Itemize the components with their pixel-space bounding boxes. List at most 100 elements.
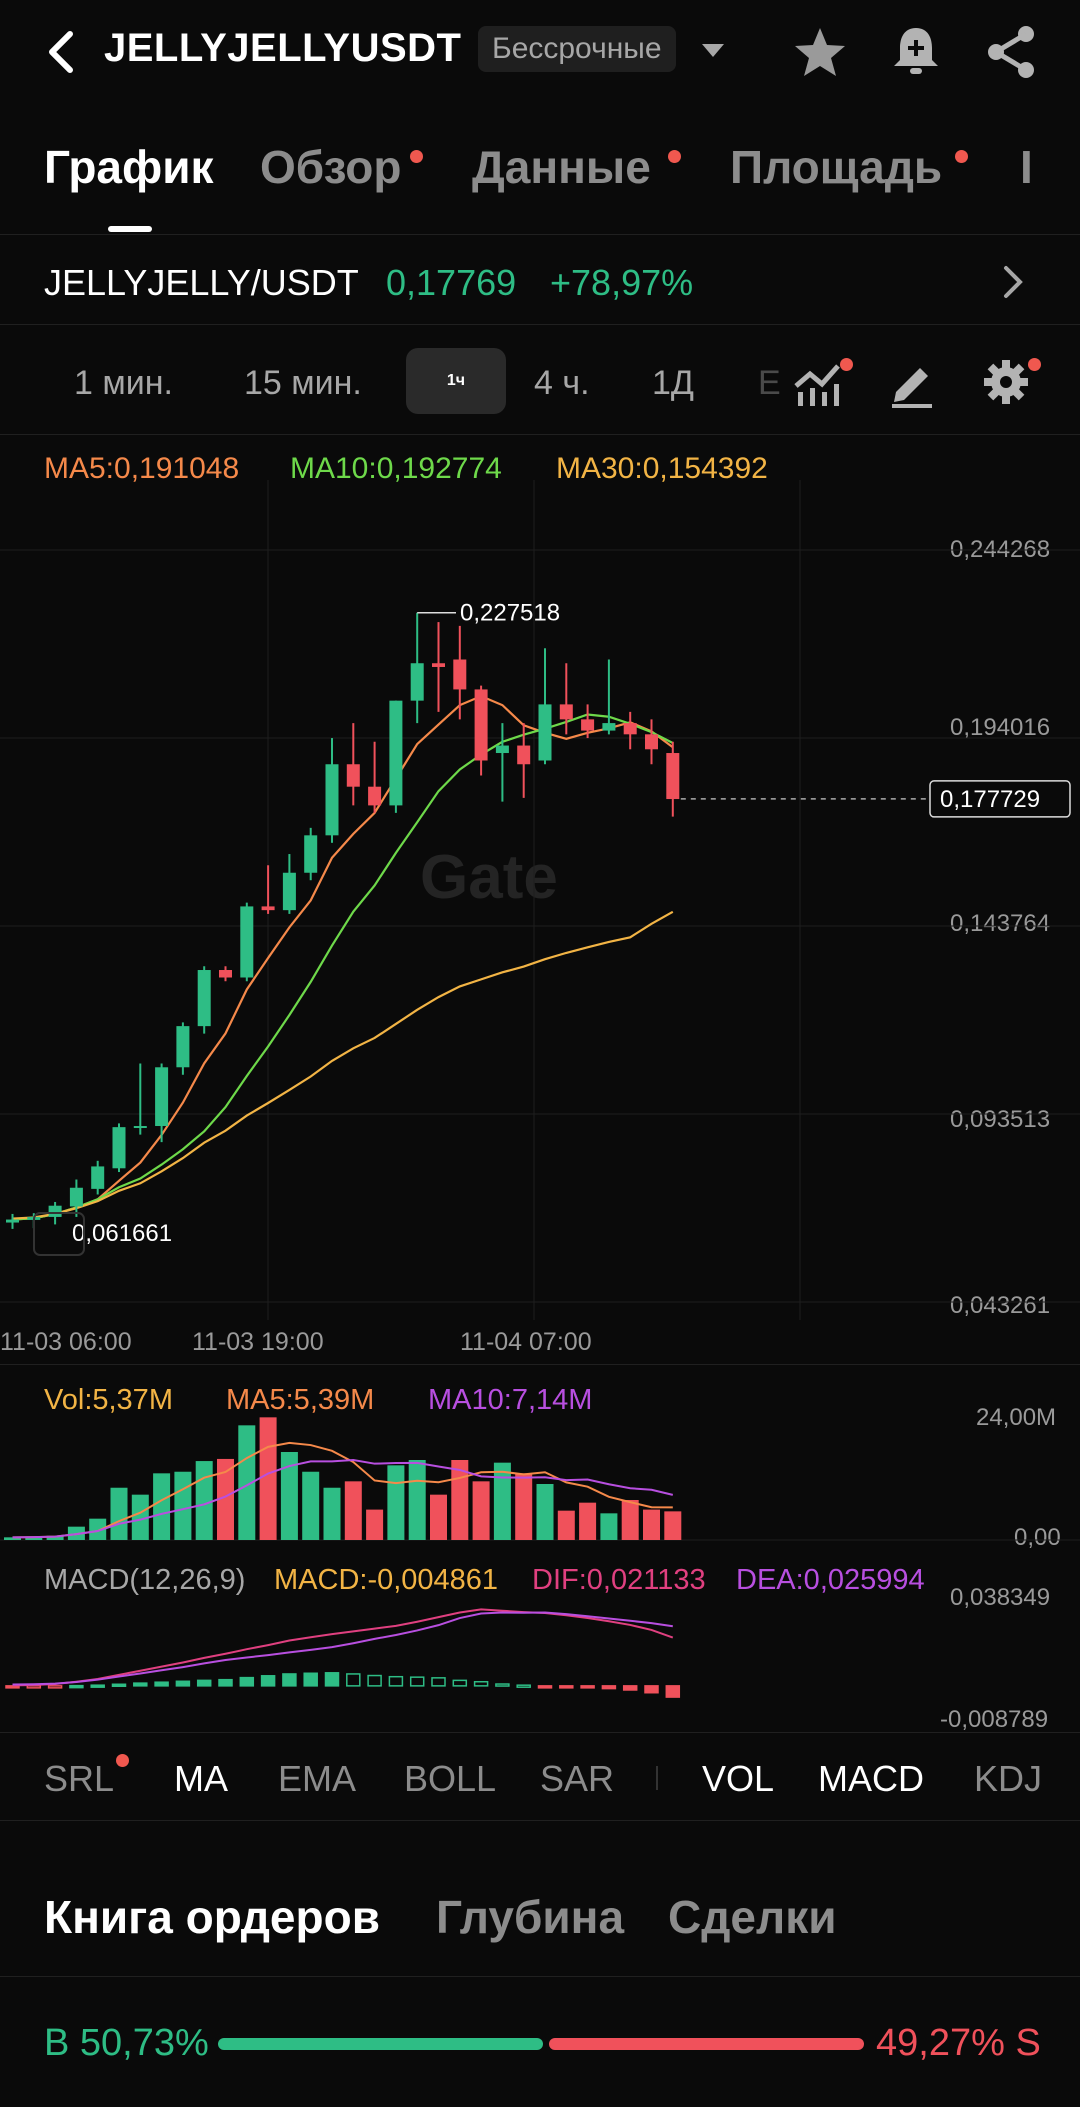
volume-bar	[515, 1473, 533, 1540]
interval-more[interactable]: Е	[758, 364, 781, 402]
macd-histogram-bar	[431, 1677, 446, 1687]
candle	[155, 1063, 169, 1143]
volume-ma10-line	[12, 1459, 674, 1539]
volume-bar	[195, 1461, 213, 1540]
candle	[623, 711, 637, 750]
macd-histogram-bar	[260, 1675, 276, 1687]
candle	[666, 741, 680, 817]
tab-area[interactable]: Площадь	[730, 141, 943, 193]
macd-histogram-bar	[239, 1676, 255, 1687]
candle-body	[581, 719, 595, 731]
indicator-sar[interactable]: SAR	[540, 1758, 615, 1799]
last-price: 0,17769	[386, 262, 517, 303]
macd-histogram-bar	[69, 1684, 84, 1689]
candle	[6, 1213, 19, 1229]
indicator-boll[interactable]: BOLL	[404, 1758, 497, 1799]
tab-chart[interactable]: График	[44, 141, 214, 193]
candle	[581, 704, 595, 739]
candle	[389, 700, 403, 813]
volume-bar	[430, 1494, 447, 1540]
tab-more[interactable]: I	[1020, 141, 1033, 193]
volume-bar	[25, 1536, 43, 1540]
volume-bar	[408, 1460, 426, 1540]
candle-body	[48, 1205, 62, 1217]
tab-order-book[interactable]: Книга ордеров	[44, 1891, 380, 1943]
volume-bar	[366, 1509, 384, 1540]
volume-bar	[621, 1500, 639, 1540]
candlestick-chart[interactable]: 0,227518 0,061661 0,177729	[0, 480, 1080, 1370]
candle-body	[432, 663, 445, 667]
pair-name[interactable]: JELLYJELLY/USDT	[44, 262, 359, 303]
volume-bar	[302, 1471, 320, 1540]
volume-bar	[110, 1487, 128, 1540]
indicator-ema[interactable]: EMA	[278, 1758, 357, 1799]
indicator-srl[interactable]: SRL	[44, 1758, 115, 1799]
bell-add-icon[interactable]	[884, 20, 948, 84]
candle-body	[6, 1219, 19, 1223]
volume-chart[interactable]	[0, 1404, 1080, 1550]
dif-line	[12, 1608, 674, 1687]
candle-body	[282, 872, 296, 911]
chevron-right-icon[interactable]	[998, 262, 1028, 302]
chevron-down-icon[interactable]	[700, 40, 726, 60]
candle-body	[112, 1127, 126, 1169]
candle	[517, 723, 531, 798]
indicator-kdj[interactable]: KDJ	[974, 1758, 1043, 1799]
candle-body	[538, 704, 552, 761]
interval-15m[interactable]: 15 мин.	[244, 364, 362, 402]
candle-body	[474, 689, 488, 761]
volume-bar	[344, 1481, 362, 1540]
candle	[559, 663, 573, 735]
draw-pen-icon[interactable]	[884, 354, 940, 410]
share-icon[interactable]	[980, 20, 1044, 84]
ma5-line	[12, 694, 674, 1221]
volume-ma10-legend: MA10:7,14M	[428, 1384, 593, 1416]
candle-body	[495, 745, 509, 754]
candle-body	[602, 723, 616, 731]
candle	[602, 659, 616, 735]
tab-data[interactable]: Данные	[472, 141, 651, 193]
indicator-vol[interactable]: VOL	[702, 1758, 775, 1799]
macd-histogram-bar	[5, 1685, 20, 1689]
tab-trades[interactable]: Сделки	[668, 1891, 837, 1943]
ma10-legend: MA10:0,192774	[290, 452, 502, 485]
macd-chart[interactable]	[0, 1590, 1080, 1730]
price-change: +78,97%	[550, 262, 694, 303]
candle	[69, 1179, 83, 1217]
macd-histogram-bar	[154, 1681, 169, 1687]
tab-overview[interactable]: Обзор	[260, 141, 402, 193]
volume-bar	[323, 1487, 341, 1540]
current-price-tag	[929, 780, 1071, 818]
interval-1m[interactable]: 1 мин.	[74, 364, 173, 402]
macd-histogram-bar	[409, 1676, 425, 1687]
indicator-icon[interactable]	[790, 352, 850, 412]
candle	[453, 625, 467, 720]
macd-histogram-bar	[111, 1683, 127, 1688]
candle	[112, 1123, 126, 1173]
settings-gear-icon[interactable]	[978, 354, 1034, 410]
indicator-macd[interactable]: MACD	[818, 1758, 924, 1799]
ma10-line	[12, 713, 674, 1221]
candle-body	[368, 786, 382, 806]
macd-histogram-bar	[367, 1674, 382, 1687]
candle-body	[645, 734, 658, 750]
indicator-ma[interactable]: MA	[174, 1758, 228, 1799]
star-icon[interactable]	[788, 20, 852, 84]
contract-type-badge[interactable]: Бессрочные	[478, 26, 676, 72]
ma30-legend: MA30:0,154392	[556, 452, 768, 485]
tab-depth[interactable]: Глубина	[436, 1891, 625, 1943]
contract-symbol[interactable]: JELLYJELLYUSDT	[104, 26, 462, 70]
interval-1h[interactable]: 1ч	[406, 348, 506, 414]
candle-body	[304, 835, 318, 873]
interval-4h[interactable]: 4 ч.	[534, 364, 590, 402]
candle	[176, 1022, 190, 1075]
interval-1d[interactable]: 1Д	[652, 364, 694, 402]
volume-bar	[472, 1481, 490, 1540]
back-arrow-icon[interactable]	[40, 22, 84, 82]
fullscreen-icon[interactable]	[33, 1212, 85, 1257]
volume-bar	[664, 1511, 682, 1540]
volume-bar	[131, 1494, 149, 1540]
macd-histogram-bar	[282, 1673, 297, 1687]
high-price-label: 0,227518	[460, 600, 560, 627]
ma30-line	[12, 910, 674, 1220]
